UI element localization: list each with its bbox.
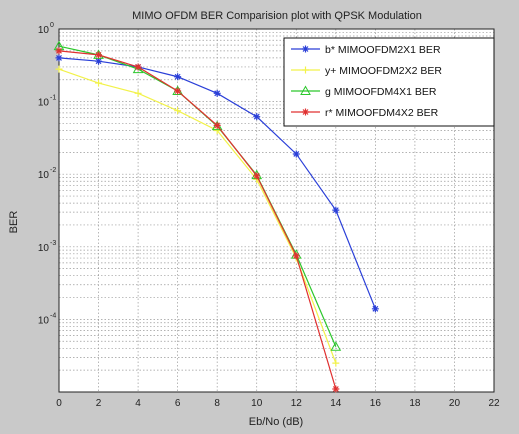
y-tick-label: 10: [38, 170, 50, 181]
x-tick-label: 6: [175, 398, 181, 409]
data-point: [213, 121, 221, 129]
data-point: [134, 63, 142, 71]
data-point: [95, 79, 103, 87]
legend-marker: [302, 108, 309, 116]
y-axis-label: BER: [8, 211, 20, 234]
legend-marker: [302, 45, 309, 53]
data-point: [134, 89, 142, 97]
x-tick-label: 0: [56, 398, 62, 409]
data-point: [95, 51, 103, 59]
legend-marker: [302, 66, 309, 74]
data-point: [174, 73, 182, 81]
y-tick-exponent: -1: [50, 95, 56, 102]
chart-title: MIMO OFDM BER Comparision plot with QPSK…: [132, 10, 422, 22]
data-point: [253, 172, 261, 180]
x-tick-label: 22: [488, 398, 500, 409]
x-tick-label: 18: [409, 398, 421, 409]
legend-label: b* MIMOOFDM2X1 BER: [325, 44, 441, 56]
data-point: [332, 359, 340, 367]
data-point: [213, 89, 221, 97]
x-tick-label: 20: [449, 398, 461, 409]
data-point: [55, 47, 63, 55]
data-point: [330, 341, 342, 351]
data-point: [253, 113, 261, 121]
legend-box: [283, 37, 495, 127]
legend-label: y+ MIMOOFDM2X2 BER: [325, 65, 442, 77]
y-tick-label: 10: [38, 98, 50, 109]
x-tick-label: 14: [330, 398, 342, 409]
x-tick-label: 4: [135, 398, 141, 409]
y-tick-exponent: -2: [50, 167, 56, 174]
x-tick-label: 8: [214, 398, 220, 409]
series-4: [55, 47, 340, 393]
series-line: [58, 50, 337, 390]
data-point: [371, 305, 379, 313]
data-point: [332, 385, 340, 393]
y-tick-label: 10: [38, 243, 50, 254]
series-line: [58, 68, 337, 364]
y-tick-exponent: 0: [50, 22, 54, 29]
data-point: [95, 57, 103, 65]
data-point: [292, 150, 300, 158]
axes-frame: [58, 28, 495, 393]
legend-label: g MIMOOFDM4X1 BER: [325, 86, 437, 98]
y-tick-exponent: -3: [50, 240, 56, 247]
data-point: [292, 252, 300, 260]
x-tick-label: 10: [251, 398, 263, 409]
data-point: [55, 65, 63, 73]
y-tick-label: 10: [38, 315, 50, 326]
legend-label: r* MIMOOFDM4X2 BER: [325, 107, 439, 119]
legend-marker: [300, 85, 311, 95]
x-axis-label: Eb/No (dB): [249, 416, 303, 428]
x-tick-label: 16: [370, 398, 382, 409]
data-point: [332, 206, 340, 214]
x-tick-label: 12: [291, 398, 303, 409]
series-1: [55, 54, 379, 313]
data-point: [55, 54, 63, 62]
y-tick-label: 10: [38, 25, 50, 36]
y-tick-exponent: -4: [50, 312, 56, 319]
x-tick-label: 2: [96, 398, 102, 409]
data-point: [174, 87, 182, 95]
legend: b* MIMOOFDM2X1 BER y+ MIMOOFDM2X2 BER g MI…: [283, 37, 495, 127]
data-point: [174, 107, 182, 115]
